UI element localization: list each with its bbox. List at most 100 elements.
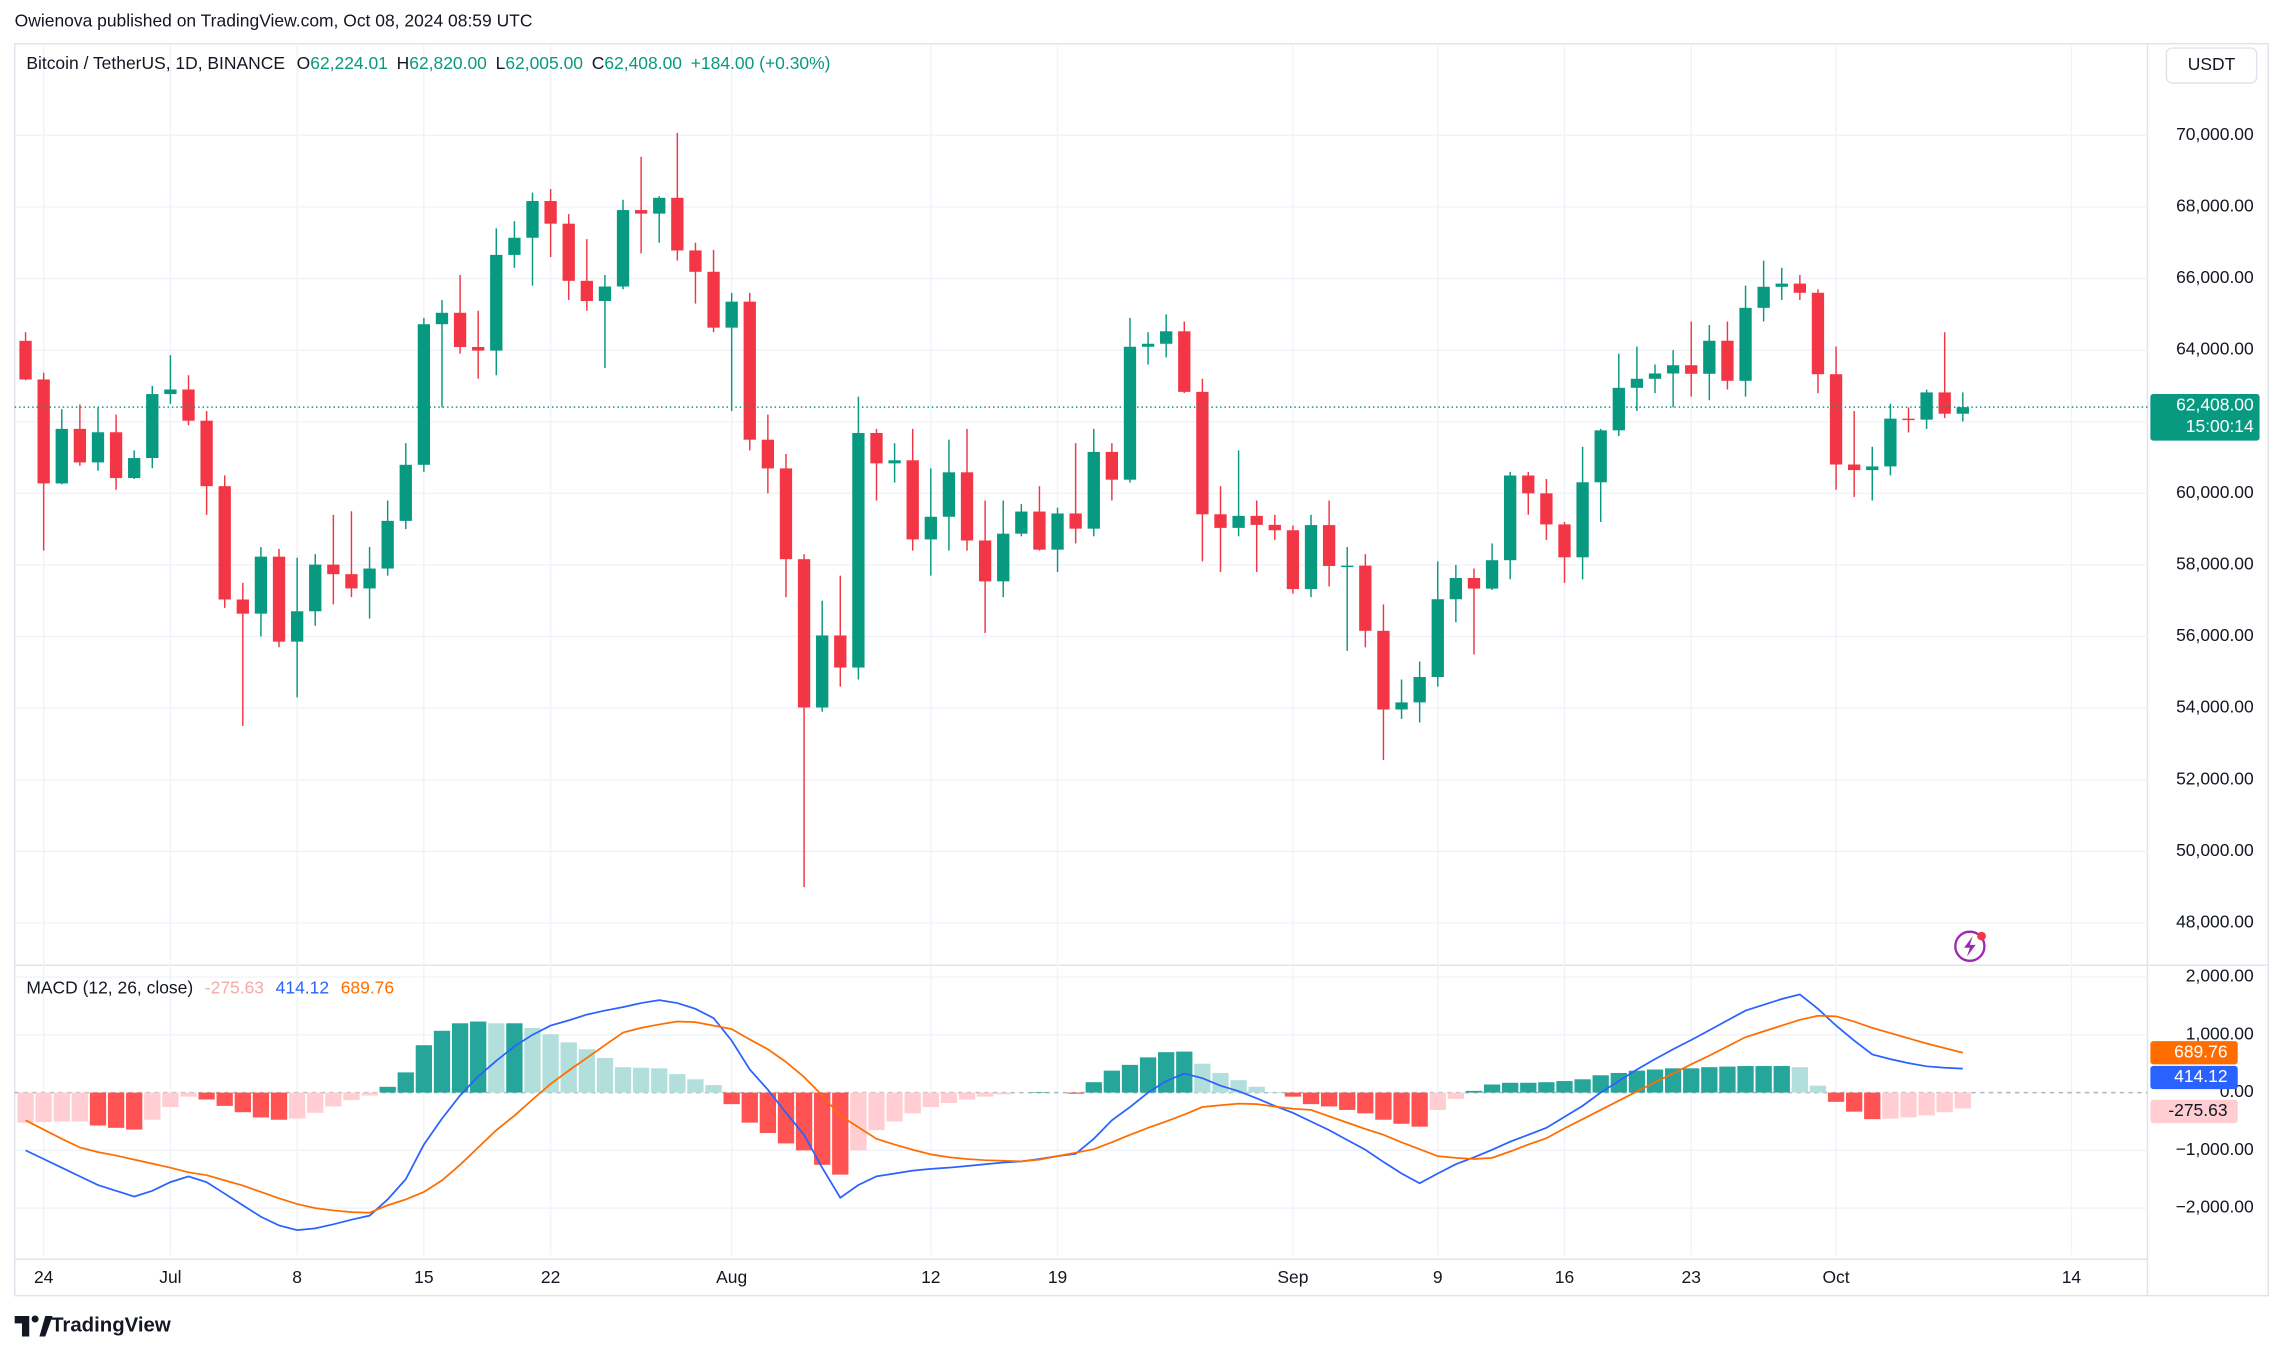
candle-body: [1522, 475, 1535, 494]
histogram-bar: [976, 1092, 994, 1097]
candle-body: [1811, 292, 1825, 375]
histogram-bar: [270, 1092, 288, 1120]
histogram-bar: [89, 1092, 107, 1126]
symbol-legend: Bitcoin / TetherUS, 1D, BINANCE O62,224.0…: [26, 53, 830, 73]
candle-body: [417, 324, 431, 465]
y-tick-label: 2,000.00: [2186, 966, 2254, 986]
histogram-bar: [180, 1092, 197, 1097]
candle-body: [598, 286, 612, 302]
histogram-bar: [795, 1092, 813, 1151]
legend-value: 62,820.00: [409, 53, 487, 73]
candle-body: [327, 564, 340, 575]
histogram-bar: [252, 1092, 270, 1118]
histogram-bar: [433, 1030, 451, 1093]
candle-body: [1431, 599, 1444, 678]
histogram-bar: [397, 1072, 414, 1093]
histogram-bar: [578, 1049, 595, 1093]
candle-body: [562, 223, 575, 281]
y-tick-label: 60,000.00: [2176, 482, 2254, 502]
candle-body: [544, 201, 557, 224]
histogram-bar: [1900, 1092, 1917, 1118]
candle-body: [1956, 407, 1969, 414]
x-tick-label: Jul: [159, 1267, 181, 1287]
candle-body: [1051, 513, 1064, 550]
candle-body: [1413, 677, 1426, 703]
histogram-bar: [560, 1042, 577, 1093]
histogram-bar: [1031, 1092, 1048, 1093]
candle-body: [978, 540, 992, 582]
macd-tag-label: 414.12: [2174, 1066, 2227, 1086]
icon-dot[interactable]: [1977, 931, 1986, 941]
histogram-bar: [1103, 1070, 1121, 1093]
histogram-bar: [307, 1092, 324, 1113]
lightning-icon[interactable]: [1954, 930, 1986, 963]
signal-tag-label: 689.76: [2174, 1041, 2227, 1061]
candle-body: [1866, 466, 1879, 471]
plot: [14, 132, 2148, 1231]
x-tick-label: Sep: [1277, 1267, 1308, 1287]
candle-body: [309, 564, 322, 612]
x-tick-label: 16: [1555, 1267, 1574, 1287]
candle-body: [779, 468, 793, 560]
legend-value: 62,224.01: [310, 53, 388, 73]
candle-body: [1757, 286, 1770, 308]
x-tick-label: 14: [2062, 1267, 2082, 1287]
candle-body: [1286, 530, 1300, 590]
last-price-label: 62,408.00: [2176, 394, 2254, 414]
currency[interactable]: USDT: [2188, 54, 2236, 74]
histogram-bar: [198, 1092, 215, 1100]
candle-body: [1467, 577, 1481, 589]
candle-body: [1250, 515, 1263, 525]
candle-body: [1666, 365, 1680, 374]
candle-body: [146, 394, 159, 459]
icon-bolt[interactable]: [1964, 936, 1976, 957]
macd-legend: MACD (12, 26, close) -275.63 414.12 689.76: [26, 977, 394, 997]
histogram-bar: [687, 1079, 704, 1093]
histogram-bar: [1846, 1092, 1863, 1112]
histogram-bar: [1483, 1084, 1501, 1093]
histogram-bar: [1284, 1092, 1302, 1097]
y-tick-label: −2,000.00: [2176, 1197, 2254, 1217]
histogram-bar: [1827, 1092, 1845, 1102]
x-tick-label: 24: [34, 1267, 54, 1287]
histogram-bar: [1375, 1092, 1392, 1120]
histogram-bar: [1520, 1082, 1537, 1093]
y-tick-label: 66,000.00: [2176, 267, 2254, 287]
candle-body: [671, 197, 684, 251]
candle-body: [1703, 340, 1716, 374]
brand-logo: [14, 1315, 53, 1337]
legend-value: 62,408.00: [604, 53, 682, 73]
countdown: 15:00:14: [2186, 416, 2254, 436]
candle-body: [1341, 565, 1354, 568]
candle-body: [834, 635, 847, 668]
candle-body: [1359, 565, 1372, 631]
y-tick-label: 52,000.00: [2176, 768, 2254, 788]
candle-body: [1141, 343, 1155, 347]
candle-body: [761, 439, 775, 469]
y-tick-label: −1,000.00: [2176, 1139, 2254, 1159]
histogram-value: -275.63: [205, 977, 264, 997]
published-note: Owienova published on TradingView.com, O…: [15, 10, 533, 30]
icon-circle[interactable]: [1954, 930, 1986, 963]
histogram-bar: [1918, 1092, 1935, 1116]
candle-body: [490, 254, 503, 351]
candle-body: [164, 389, 177, 395]
candle-body: [852, 433, 865, 668]
histogram-bar: [1067, 1092, 1084, 1094]
x-tick-label: 12: [921, 1267, 940, 1287]
histogram-bar: [1429, 1092, 1446, 1110]
macd-line: [25, 993, 1963, 1231]
histogram-bar: [1773, 1066, 1790, 1093]
histogram-bar: [1719, 1066, 1736, 1093]
candle-body: [1504, 475, 1517, 561]
histogram-bar: [1954, 1092, 1971, 1109]
currency-button[interactable]: [2165, 47, 2258, 84]
histogram-bar: [1121, 1064, 1139, 1093]
histogram-bar: [1158, 1052, 1175, 1093]
candle-body: [1395, 702, 1408, 710]
candle-body: [1268, 524, 1281, 531]
candle-body: [870, 433, 883, 464]
candle-body: [1793, 283, 1807, 293]
candle-body: [1612, 387, 1625, 431]
